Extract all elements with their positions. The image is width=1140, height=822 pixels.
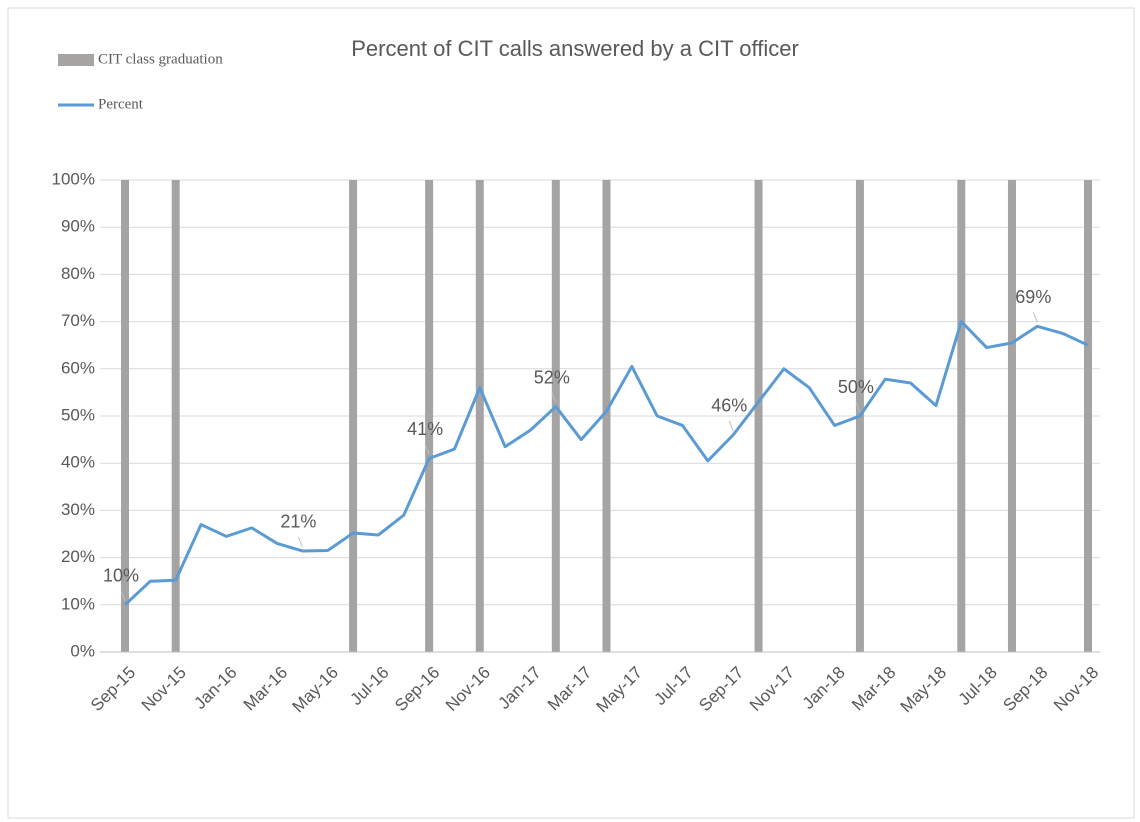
data-label: 69%: [1015, 287, 1051, 307]
y-tick-label: 100%: [52, 169, 95, 188]
graduation-bar: [551, 180, 560, 652]
graduation-bar: [1007, 180, 1016, 652]
graduation-bar: [754, 180, 763, 652]
y-tick-label: 80%: [61, 264, 95, 283]
y-tick-label: 50%: [61, 405, 95, 424]
legend-swatch: [58, 54, 94, 66]
legend-label: Percent: [98, 96, 144, 112]
y-tick-label: 30%: [61, 500, 95, 519]
y-tick-label: 60%: [61, 358, 95, 377]
graduation-bar: [602, 180, 611, 652]
y-tick-label: 70%: [61, 311, 95, 330]
data-label: 50%: [838, 377, 874, 397]
leader-line: [1032, 312, 1038, 323]
percent-line: [123, 320, 1089, 606]
y-tick-label: 0%: [70, 641, 95, 660]
graduation-bar: [475, 180, 484, 652]
data-label: 46%: [711, 396, 747, 416]
graduation-bar: [1084, 180, 1092, 652]
y-tick-label: 10%: [61, 594, 95, 613]
y-tick-label: 90%: [61, 217, 95, 236]
chart-title: Percent of CIT calls answered by a CIT o…: [351, 36, 799, 61]
graduation-bar: [957, 180, 966, 652]
graduation-bar: [425, 180, 434, 652]
data-label: 21%: [280, 512, 316, 532]
leader-line: [551, 392, 557, 403]
leader-line: [855, 401, 861, 413]
data-label: 52%: [534, 367, 570, 387]
y-tick-label: 20%: [61, 547, 95, 566]
graduation-bar: [121, 180, 129, 652]
leader-line: [120, 590, 126, 601]
data-label: 10%: [103, 566, 139, 586]
data-label: 41%: [407, 419, 443, 439]
graduation-bar: [171, 180, 180, 652]
legend-label: CIT class graduation: [98, 51, 223, 67]
leader-line: [728, 420, 734, 432]
y-tick-label: 40%: [61, 453, 95, 472]
graduation-bar: [349, 180, 358, 652]
chart-frame: [7, 7, 1135, 819]
leader-line: [424, 444, 430, 455]
leader-line: [297, 536, 303, 548]
